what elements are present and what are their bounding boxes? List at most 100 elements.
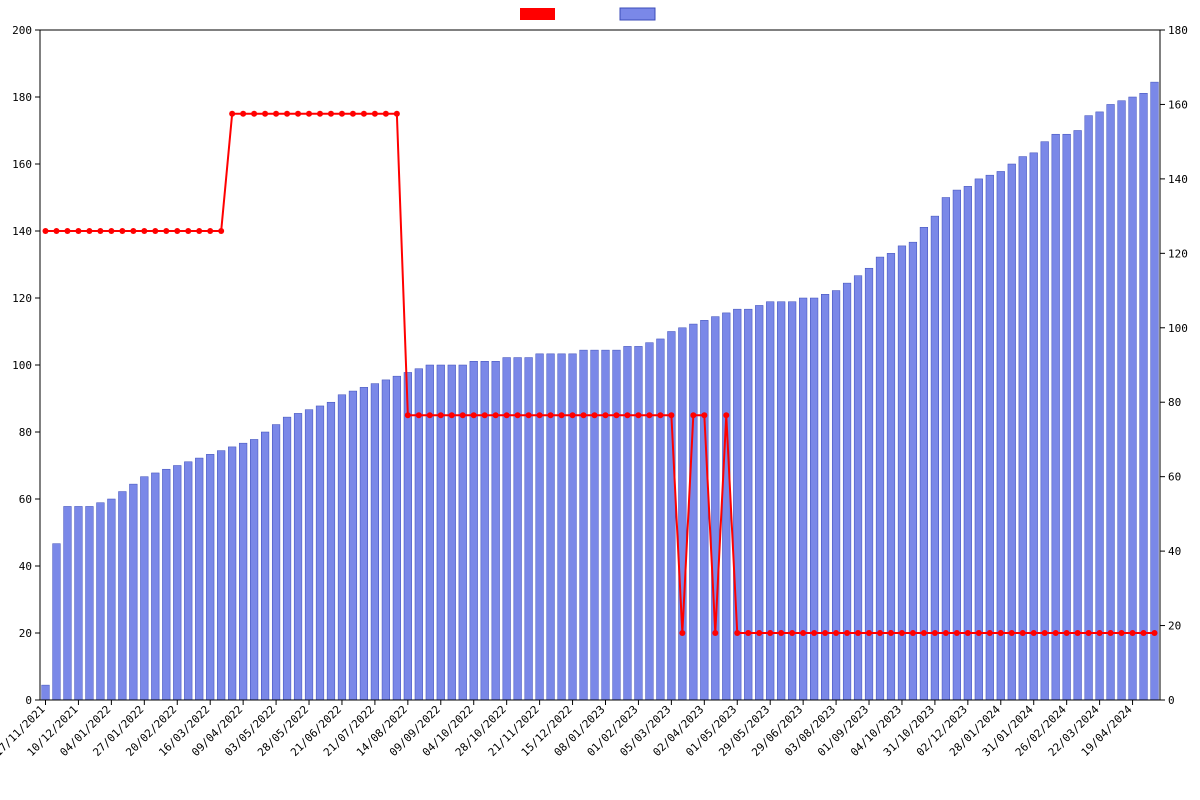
line-marker xyxy=(668,412,674,418)
line-marker xyxy=(196,228,202,234)
line-marker xyxy=(372,111,378,117)
bar xyxy=(42,685,50,700)
bar xyxy=(1019,157,1027,700)
line-marker xyxy=(350,111,356,117)
line-marker xyxy=(163,228,169,234)
line-marker xyxy=(42,228,48,234)
bar xyxy=(624,346,632,700)
line-marker xyxy=(954,630,960,636)
bar xyxy=(1151,82,1159,700)
bar xyxy=(1041,142,1049,700)
line-marker xyxy=(471,412,477,418)
line-marker xyxy=(943,630,949,636)
bar xyxy=(151,473,159,700)
line-marker xyxy=(1031,630,1037,636)
legend xyxy=(520,8,655,20)
line-marker xyxy=(53,228,59,234)
line-marker xyxy=(504,412,510,418)
line-marker xyxy=(1064,630,1070,636)
bar xyxy=(195,458,203,700)
line-marker xyxy=(734,630,740,636)
bar xyxy=(173,466,181,701)
line-marker xyxy=(317,111,323,117)
bar xyxy=(788,302,796,700)
line-marker xyxy=(449,412,455,418)
bar xyxy=(481,361,489,700)
line-marker xyxy=(1108,630,1114,636)
line-marker xyxy=(690,412,696,418)
bar xyxy=(1085,116,1093,700)
svg-text:200: 200 xyxy=(12,24,32,37)
bar xyxy=(854,276,862,700)
bar xyxy=(832,291,840,700)
bar xyxy=(975,179,983,700)
line-marker xyxy=(789,630,795,636)
bar xyxy=(108,499,116,700)
bar xyxy=(349,391,357,700)
line-marker xyxy=(888,630,894,636)
line-marker xyxy=(262,111,268,117)
svg-text:20: 20 xyxy=(1168,620,1181,633)
line-marker xyxy=(965,630,971,636)
line-marker xyxy=(679,630,685,636)
bar xyxy=(206,454,214,700)
bar xyxy=(1008,164,1016,700)
line-marker xyxy=(207,228,213,234)
bar xyxy=(1118,101,1126,700)
bar xyxy=(404,372,412,700)
bar xyxy=(525,358,533,700)
bar xyxy=(64,506,72,700)
bar xyxy=(613,350,621,700)
line-marker xyxy=(548,412,554,418)
bar xyxy=(1096,112,1104,700)
svg-text:60: 60 xyxy=(19,493,32,506)
svg-text:40: 40 xyxy=(19,560,32,573)
line-marker xyxy=(394,111,400,117)
bar xyxy=(744,309,752,700)
bar xyxy=(1030,153,1038,700)
line-marker xyxy=(844,630,850,636)
line-marker xyxy=(383,111,389,117)
line-marker xyxy=(460,412,466,418)
bar xyxy=(657,339,665,700)
bar xyxy=(239,443,247,700)
bar xyxy=(305,410,313,700)
bar xyxy=(371,384,379,700)
svg-text:0: 0 xyxy=(25,694,32,707)
bar xyxy=(722,313,730,700)
bar xyxy=(393,376,401,700)
line-marker xyxy=(1130,630,1136,636)
line-marker xyxy=(866,630,872,636)
bar xyxy=(755,305,763,700)
line-marker xyxy=(877,630,883,636)
bar xyxy=(1074,131,1082,701)
bar xyxy=(162,469,170,700)
line-marker xyxy=(1141,630,1147,636)
line-marker xyxy=(229,111,235,117)
bar xyxy=(1129,97,1137,700)
line-marker xyxy=(910,630,916,636)
svg-text:140: 140 xyxy=(1168,173,1188,186)
bar xyxy=(953,190,961,700)
line-marker xyxy=(998,630,1004,636)
line-marker xyxy=(778,630,784,636)
bar xyxy=(689,324,697,700)
bar xyxy=(580,350,588,700)
bar xyxy=(338,395,346,700)
bar xyxy=(986,175,994,700)
line-marker xyxy=(624,412,630,418)
bar xyxy=(316,406,324,700)
svg-text:80: 80 xyxy=(1168,396,1181,409)
bar xyxy=(228,447,236,700)
line-marker xyxy=(75,228,81,234)
line-marker xyxy=(284,111,290,117)
bar xyxy=(250,439,258,700)
line-marker xyxy=(240,111,246,117)
line-marker xyxy=(273,111,279,117)
line-marker xyxy=(427,412,433,418)
line-marker xyxy=(635,412,641,418)
line-marker xyxy=(108,228,114,234)
svg-text:60: 60 xyxy=(1168,471,1181,484)
bar xyxy=(821,294,829,700)
line-marker xyxy=(361,111,367,117)
